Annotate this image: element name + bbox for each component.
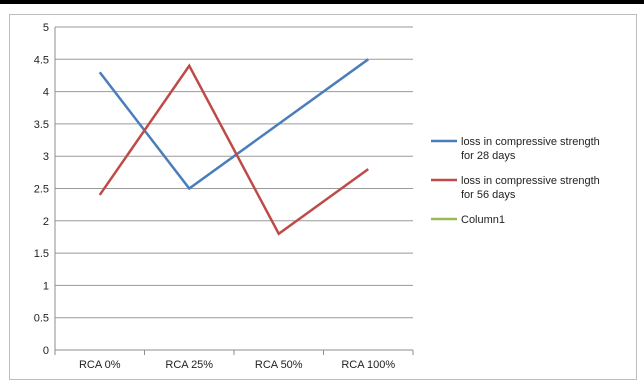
y-tick-label: 2 xyxy=(43,216,49,228)
legend-entry-text: for 56 days xyxy=(461,189,516,201)
y-tick-label: 4 xyxy=(43,87,49,99)
top-rule xyxy=(0,0,644,4)
chart-frame: 0 0.5 1 1.5 2 2.5 3 3.5 4 4.5 5 RCA 0% RCA 25% RCA 50… xyxy=(9,14,637,380)
legend-entry-text: Column1 xyxy=(461,214,505,226)
y-tick-label: 1 xyxy=(43,280,49,292)
y-tick-label: 0 xyxy=(43,345,49,357)
y-tick-label: 3.5 xyxy=(34,119,49,131)
y-tick-label: 5 xyxy=(43,22,49,34)
y-tick-label: 4.5 xyxy=(34,54,49,66)
x-tick-label: RCA 0% xyxy=(79,359,121,371)
legend-entry-text: loss in compressive strength xyxy=(461,175,600,187)
x-tick-label: RCA 100% xyxy=(341,359,395,371)
legend-entry-text: loss in compressive strength xyxy=(461,136,600,148)
x-tick-label: RCA 25% xyxy=(165,359,213,371)
y-tick-label: 2.5 xyxy=(34,184,49,196)
series-line-2 xyxy=(98,63,369,236)
x-tick-label: RCA 50% xyxy=(255,359,303,371)
line-chart: 0 0.5 1 1.5 2 2.5 3 3.5 4 4.5 5 RCA 0% RCA 25% RCA 50… xyxy=(34,22,600,371)
y-tick-label: 3 xyxy=(43,151,49,163)
legend-entry-text: for 28 days xyxy=(461,150,516,162)
y-tick-label: 1.5 xyxy=(34,248,49,260)
y-tick-label: 0.5 xyxy=(34,313,49,325)
